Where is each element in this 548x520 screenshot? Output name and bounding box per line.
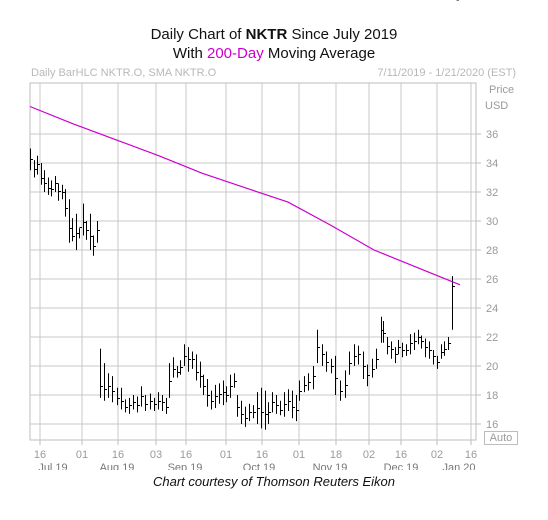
month-label: Dec 19 [384,462,419,470]
y-tick-label: 24 [486,303,498,315]
x-tick-label: 02 [363,449,375,461]
y-tick-label: 22 [486,332,498,344]
price-chart[interactable]: 16 18 20 22 24 26 28 30 32 34 36 16 01 16 03 16 01 16 01 18… [0,0,548,470]
y-tick-label: 32 [486,187,498,199]
month-label: Aug 19 [100,462,135,470]
y-tick-label: 20 [486,361,498,373]
auto-scale-button[interactable]: Auto [484,431,518,445]
sma-period-label: 200-Day [207,45,264,62]
sma-line [29,105,461,286]
price-axis-label: Price [489,84,515,96]
x-tick-label: 02 [431,449,443,461]
chart-title-line-1: Daily Chart of NKTR Since July 2019 [150,26,398,43]
x-tick-label: 16 [112,449,124,461]
x-tick-label: 01 [76,449,88,461]
y-tick-label: 18 [486,390,498,402]
y-tick-label: 34 [486,158,498,170]
y-tick-label: 36 [486,129,498,141]
date-range: 7/11/2019 - 1/21/2020 (EST) [377,67,516,79]
x-tick-label: 16 [34,449,46,461]
month-label: Oct 19 [243,462,275,470]
month-label: Jan 20 [442,462,475,470]
x-tick-label: 16 [180,449,192,461]
x-tick-label: 16 [395,449,407,461]
chart-title-line-2: With 200-Day Moving Average [172,45,376,62]
chart-caption: Chart courtesy of Thomson Reuters Eikon [152,474,396,489]
y-tick-label: 30 [486,216,498,228]
month-label: Nov 19 [313,462,348,470]
x-tick-label: 03 [150,449,162,461]
y-tick-label: 16 [486,419,498,431]
month-label: Jul 19 [38,462,67,470]
plot-frame [29,82,477,441]
y-tick-label: 26 [486,274,498,286]
x-tick-label: 01 [293,449,305,461]
month-label: Sep 19 [168,462,203,470]
x-tick-label: 16 [465,449,477,461]
currency-label: USD [485,100,509,112]
x-tick-label: 18 [330,449,342,461]
y-tick-label: 28 [486,245,498,257]
x-tick-label: 01 [220,449,232,461]
x-tick-label: 16 [256,449,268,461]
series-description: Daily BarHLC NKTR.O, SMA NKTR.O [31,67,217,79]
ticker-symbol: NKTR [245,26,288,43]
